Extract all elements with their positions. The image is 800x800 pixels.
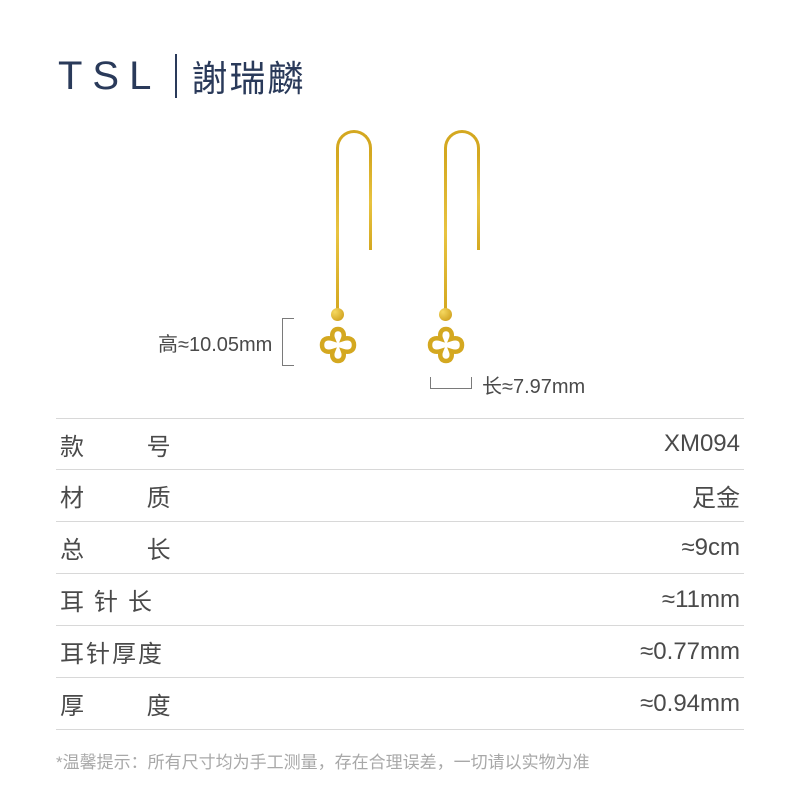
bracket-icon bbox=[430, 377, 472, 389]
footnote: *温馨提示：所有尺寸均为手工测量，存在合理误差，一切请以实物为准 bbox=[56, 748, 590, 773]
spec-row: 材 质 足金 bbox=[56, 470, 744, 522]
spec-label: 款 号 bbox=[56, 427, 199, 462]
clover-pendant-icon bbox=[426, 325, 466, 365]
dimension-width: 长≈7.97mm bbox=[430, 370, 585, 399]
earring-bead-icon bbox=[439, 308, 452, 321]
spec-table: 款 号 XM094 材 质 足金总 长 ≈9cm 耳针长 ≈11mm 耳针厚度 ≈0.77mm 厚… bbox=[56, 418, 744, 730]
logo-chinese: 謝瑞麟 bbox=[191, 50, 305, 102]
earring-left bbox=[322, 130, 392, 375]
dimension-height-label: 高≈10.05mm bbox=[158, 328, 272, 357]
spec-label: 耳针长 bbox=[56, 582, 162, 617]
earring-chain-icon bbox=[369, 155, 372, 250]
earring-chain-icon bbox=[477, 155, 480, 250]
earring-chain-icon bbox=[336, 155, 339, 310]
earring-right bbox=[430, 130, 500, 375]
earring-hook-icon bbox=[444, 130, 480, 158]
logo-divider bbox=[175, 54, 177, 98]
dimension-width-label: 长≈7.97mm bbox=[482, 370, 585, 399]
spec-row: 耳针厚度 ≈0.77mm bbox=[56, 626, 744, 678]
spec-row: 耳针长 ≈11mm bbox=[56, 574, 744, 626]
earring-chain-icon bbox=[444, 155, 447, 310]
clover-pendant-icon bbox=[318, 325, 358, 365]
spec-value: XM094 bbox=[664, 430, 744, 458]
spec-value: ≈0.77mm bbox=[640, 638, 744, 666]
spec-label: 材 质 bbox=[56, 478, 199, 513]
spec-row: 厚 度 ≈0.94mm bbox=[56, 678, 744, 730]
spec-label: 耳针厚度 bbox=[56, 634, 164, 669]
bracket-icon bbox=[282, 318, 294, 366]
spec-value: ≈9cm bbox=[681, 534, 744, 562]
dimension-height: 高≈10.05mm bbox=[158, 318, 294, 366]
spec-row: 总 长 ≈9cm bbox=[56, 522, 744, 574]
spec-value: 足金 bbox=[692, 478, 744, 513]
spec-label: 厚 度 bbox=[56, 686, 199, 721]
product-illustration bbox=[290, 130, 550, 390]
earring-hook-icon bbox=[336, 130, 372, 158]
logo-latin: TSL bbox=[58, 54, 161, 99]
spec-row: 款 号 XM094 bbox=[56, 418, 744, 470]
spec-value: ≈0.94mm bbox=[640, 690, 744, 718]
spec-label: 总 长 bbox=[56, 530, 199, 565]
earring-bead-icon bbox=[331, 308, 344, 321]
spec-value: ≈11mm bbox=[662, 586, 744, 614]
brand-logo: TSL 謝瑞麟 bbox=[58, 50, 305, 102]
